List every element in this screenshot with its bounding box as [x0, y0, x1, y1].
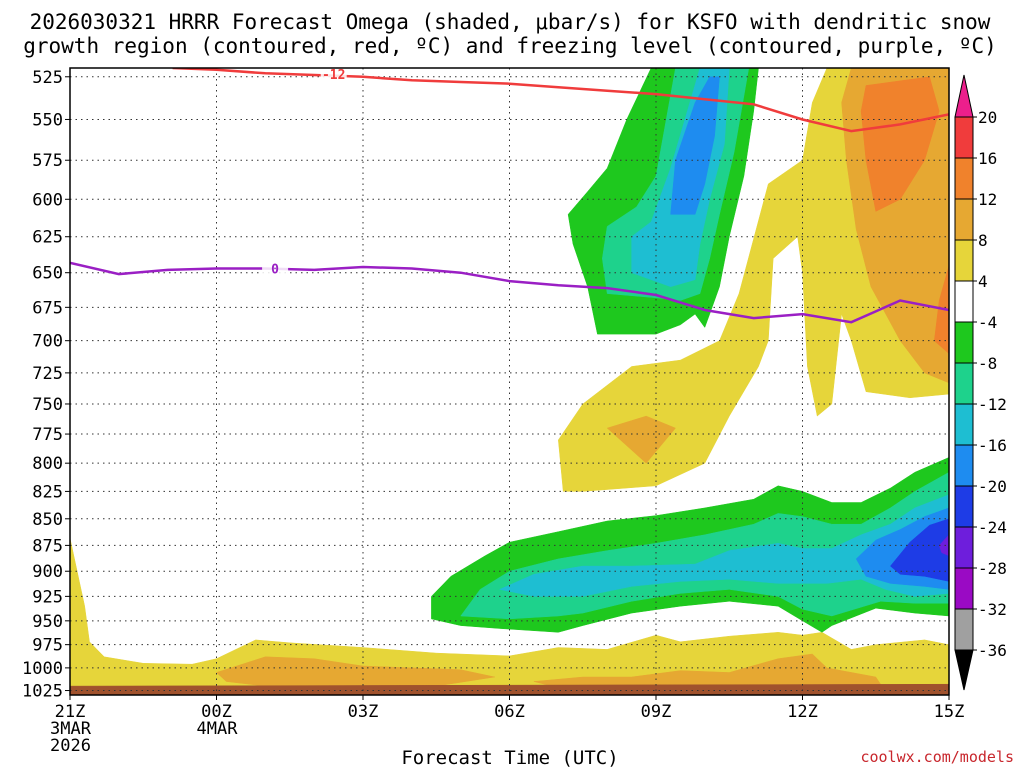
- y-tick-label-0: 525: [32, 68, 63, 88]
- colorbar-swatch-4: [954, 239, 974, 282]
- colorbar-label-1: 16: [978, 149, 997, 168]
- colorbar-swatch-10: [954, 485, 974, 528]
- omega-shading: [70, 68, 949, 695]
- y-tick-label-6: 675: [32, 298, 63, 318]
- y-tick-label-10: 775: [32, 425, 63, 445]
- colorbar: 20 16 12 8 4 -4 -8 -12 -16 -20 -24 -28 -32 -36: [954, 74, 1007, 691]
- y-tick-label-9: 750: [32, 395, 63, 415]
- colorbar-label-7: -12: [978, 395, 1007, 414]
- colorbar-label-11: -28: [978, 559, 1007, 578]
- colorbar-label-12: -32: [978, 600, 1007, 619]
- omega-region-16: [890, 518, 949, 582]
- x-tick-label-4-0: 09Z: [641, 702, 672, 722]
- colorbar-swatch-7: [954, 362, 974, 405]
- colorbar-swatch-9: [954, 444, 974, 487]
- contour-label-1: 0: [271, 262, 279, 277]
- x-tick-label-1-0: 00Z: [201, 702, 232, 722]
- x-tick-label-2-0: 03Z: [348, 702, 379, 722]
- colorbar-swatch-12: [954, 567, 974, 610]
- y-tick-label-7: 700: [32, 332, 63, 352]
- colorbar-bottom-arrow: [954, 649, 974, 691]
- x-tick-label-3-0: 06Z: [494, 702, 525, 722]
- contour-labels: -12 0: [262, 66, 347, 277]
- y-tick-label-2: 575: [32, 151, 63, 171]
- contour-line-1: [70, 261, 949, 324]
- x-tick-label-0-2: 2026: [50, 736, 91, 756]
- colorbar-swatch-5: [954, 280, 974, 323]
- omega-region-17: [938, 534, 949, 557]
- y-tick-label-8: 725: [32, 364, 63, 384]
- title-line-2: growth region (contoured, red, ºC) and f…: [23, 34, 997, 58]
- colorbar-swatch-11: [954, 526, 974, 569]
- x-tick-label-1-1: 4MAR: [197, 719, 239, 739]
- y-tick-label-18: 975: [32, 636, 63, 656]
- colorbar-swatch-13: [954, 608, 974, 651]
- title-line-1: 2026030321 HRRR Forecast Omega (shaded, …: [30, 10, 991, 34]
- chart-title: 2026030321 HRRR Forecast Omega (shaded, …: [23, 10, 997, 58]
- x-tick-label-0-1: 3MAR: [50, 719, 92, 739]
- colorbar-swatch-8: [954, 403, 974, 446]
- colorbar-label-8: -16: [978, 436, 1007, 455]
- colorbar-swatch-2: [954, 157, 974, 200]
- y-tick-label-15: 900: [32, 562, 63, 582]
- omega-region-2: [606, 415, 676, 464]
- y-tick-label-19: 1000: [22, 659, 63, 679]
- colorbar-label-0: 20: [978, 108, 997, 127]
- colorbar-top-arrow: [954, 74, 974, 118]
- y-tick-label-14: 875: [32, 536, 63, 556]
- x-tick-label-6-0: 15Z: [934, 702, 965, 722]
- y-tick-label-5: 650: [32, 264, 63, 284]
- contour-label-0: -12: [322, 68, 345, 83]
- colorbar-swatch-1: [954, 116, 974, 159]
- colorbar-label-9: -20: [978, 477, 1007, 496]
- y-tick-label-4: 625: [32, 228, 63, 248]
- colorbar-label-3: 8: [978, 231, 988, 250]
- colorbar-label-2: 12: [978, 190, 997, 209]
- y-tick-label-3: 600: [32, 190, 63, 210]
- omega-region-3: [216, 656, 495, 689]
- y-tick-label-17: 950: [32, 612, 63, 632]
- colorbar-swatch-3: [954, 198, 974, 241]
- omega-region-1: [70, 537, 949, 695]
- y-tick-label-20: 1025: [22, 682, 63, 702]
- y-tick-label-1: 550: [32, 110, 63, 130]
- x-tick-label-0-0: 21Z: [55, 702, 86, 722]
- contour-label-bg-1: [262, 260, 289, 276]
- credit-text: coolwx.com/models: [860, 748, 1014, 766]
- y-tick-label-13: 850: [32, 510, 63, 530]
- contour-label-bg-0: [320, 66, 347, 82]
- contour-lines: [70, 68, 949, 324]
- y-tick-label-12: 825: [32, 482, 63, 502]
- x-tick-label-5-0: 12Z: [787, 702, 818, 722]
- contour-line-0: [172, 68, 949, 133]
- colorbar-label-4: 4: [978, 272, 988, 291]
- omega-region-6: [860, 76, 940, 212]
- grid-lines: [70, 68, 949, 695]
- colorbar-label-6: -8: [978, 354, 997, 373]
- colorbar-label-5: -4: [978, 313, 997, 332]
- y-tick-label-11: 800: [32, 454, 63, 474]
- y-tick-label-16: 925: [32, 587, 63, 607]
- y-axis: 525 550 575 600 625 650 675 700 725 750 775 800 825 8…: [22, 68, 70, 702]
- x-axis-title: Forecast Time (UTC): [401, 747, 618, 768]
- colorbar-label-10: -24: [978, 518, 1007, 537]
- colorbar-swatch-6: [954, 321, 974, 364]
- colorbar-label-13: -36: [978, 641, 1007, 660]
- omega-region-14: [498, 494, 949, 597]
